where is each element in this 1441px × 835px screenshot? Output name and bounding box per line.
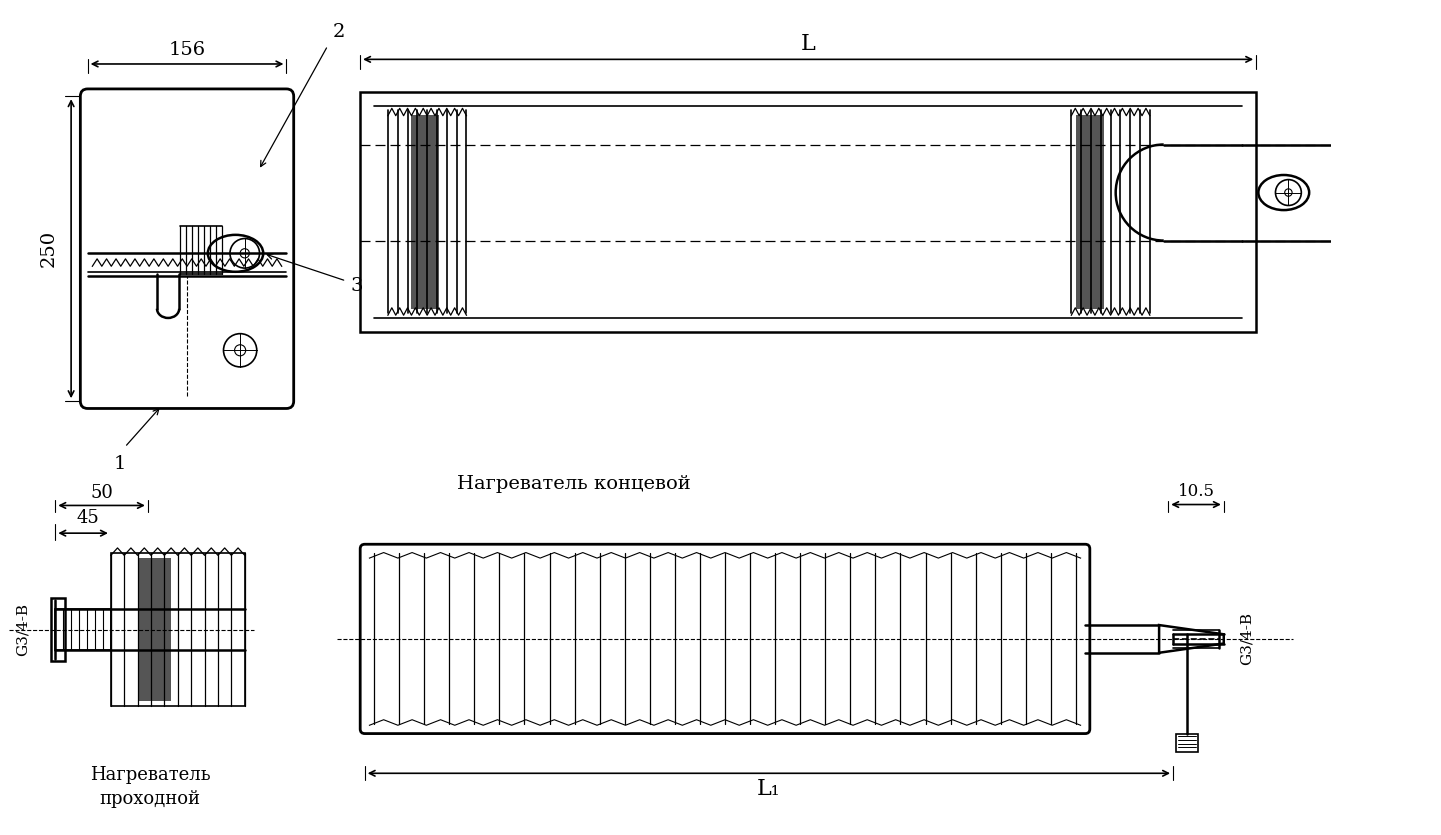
Text: 3: 3 <box>352 276 363 295</box>
Text: G3/4-B: G3/4-B <box>1239 612 1254 665</box>
Circle shape <box>1275 180 1301 205</box>
Circle shape <box>223 334 256 367</box>
Bar <box>411 114 438 309</box>
Bar <box>1076 114 1104 309</box>
Ellipse shape <box>1258 175 1310 210</box>
FancyBboxPatch shape <box>81 89 294 408</box>
Circle shape <box>241 249 249 258</box>
Polygon shape <box>1159 625 1223 653</box>
Text: L₁: L₁ <box>757 778 781 800</box>
Text: 45: 45 <box>76 509 99 528</box>
Circle shape <box>231 239 259 268</box>
Bar <box>50 598 65 661</box>
Text: 156: 156 <box>169 41 206 59</box>
Text: L: L <box>801 33 816 54</box>
Circle shape <box>1285 189 1293 196</box>
Bar <box>1176 734 1197 752</box>
Text: 50: 50 <box>91 484 112 503</box>
Text: 1: 1 <box>114 454 127 473</box>
Text: Нагреватель
проходной: Нагреватель проходной <box>89 766 210 807</box>
Circle shape <box>235 345 245 356</box>
Ellipse shape <box>208 235 264 271</box>
FancyBboxPatch shape <box>360 544 1089 734</box>
Text: 250: 250 <box>40 230 58 267</box>
Bar <box>111 554 245 706</box>
Bar <box>360 92 1257 331</box>
Text: 10.5: 10.5 <box>1177 483 1215 500</box>
Text: Нагреватель концевой: Нагреватель концевой <box>457 475 690 493</box>
Text: G3/4-B: G3/4-B <box>16 603 30 656</box>
Bar <box>55 610 111 650</box>
Text: 2: 2 <box>333 23 344 41</box>
Bar <box>138 558 171 701</box>
